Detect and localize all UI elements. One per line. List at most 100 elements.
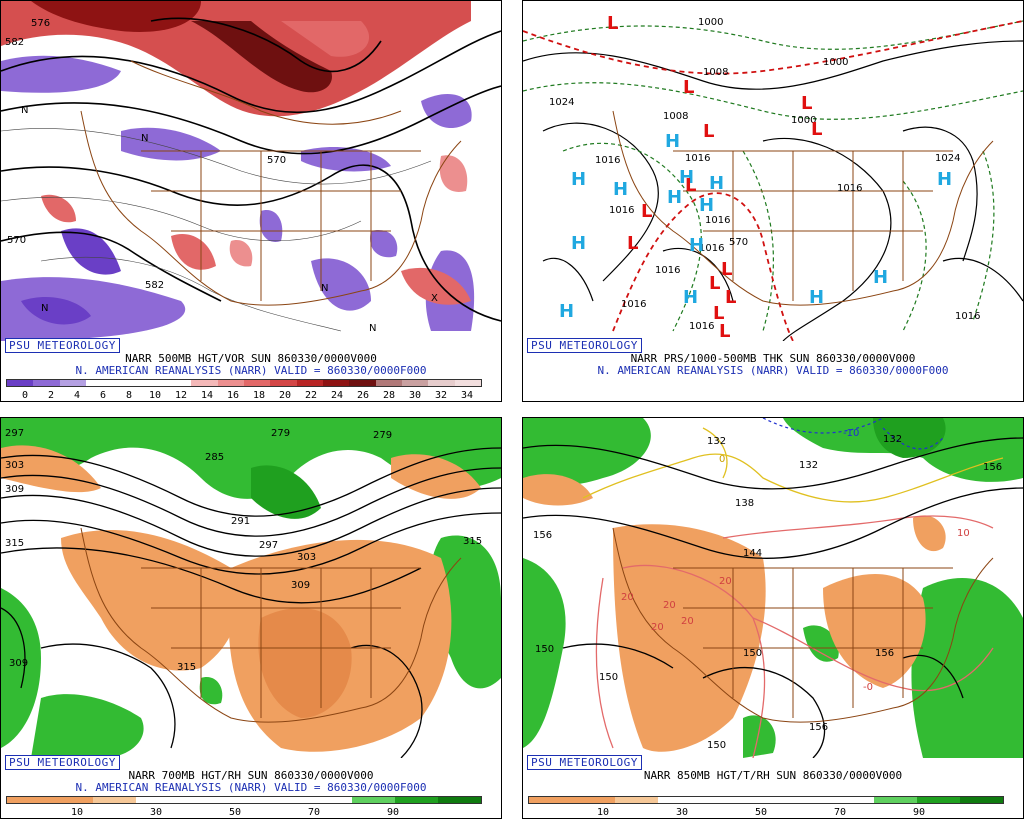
colorbar-swatch xyxy=(93,797,137,803)
map-valid-caption: N. AMERICAN REANALYSIS (NARR) VALID = 86… xyxy=(75,781,427,794)
rh-colorbar xyxy=(6,796,482,804)
contour-label: 315 xyxy=(463,536,482,547)
contour-label: 132 xyxy=(883,434,902,445)
contour-label: 150 xyxy=(707,740,726,751)
temperature-label: 20 xyxy=(663,600,676,611)
vorticity-marker: N xyxy=(321,283,328,294)
colorbar-swatch xyxy=(308,797,352,803)
colorbar-tick-label: 34 xyxy=(460,390,474,401)
high-pressure-marker: H xyxy=(665,131,680,152)
colorbar-tick-label: 8 xyxy=(125,390,133,401)
contour-label: 315 xyxy=(177,662,196,673)
thickness-label: 570 xyxy=(729,237,748,248)
isobar-label: 1000 xyxy=(698,17,723,28)
high-pressure-marker: H xyxy=(699,195,714,216)
temperature-label: -10 xyxy=(843,428,859,439)
contour-label: 303 xyxy=(297,552,316,563)
colorbar-tick-label: 10 xyxy=(70,807,84,818)
contour-label: 144 xyxy=(743,548,762,559)
temperature-label: -0 xyxy=(863,682,873,693)
vorticity-marker: N xyxy=(41,303,48,314)
colorbar-tick-label: 50 xyxy=(228,807,242,818)
colorbar-swatch xyxy=(572,797,616,803)
low-pressure-marker: L xyxy=(811,119,822,140)
contour-label: 279 xyxy=(373,430,392,441)
colorbar-tick-label: 32 xyxy=(434,390,448,401)
colorbar-swatch xyxy=(179,797,223,803)
colorbar-swatch xyxy=(296,380,323,386)
temperature-label: 20 xyxy=(719,576,732,587)
colorbar-swatch xyxy=(615,797,659,803)
contour-label: 132 xyxy=(799,460,818,471)
low-pressure-marker: L xyxy=(641,201,652,222)
colorbar-swatch xyxy=(270,380,297,386)
temperature-label: 20 xyxy=(651,622,664,633)
isobar-label: 1008 xyxy=(703,67,728,78)
panel-850mb-t-rh: 132 -10 132 0 132 138 156 10 144 20 20 2… xyxy=(522,417,1024,819)
contour-label: 309 xyxy=(291,580,310,591)
contour-label: 150 xyxy=(599,672,618,683)
colorbar-tick-label: 90 xyxy=(912,807,926,818)
colorbar-swatch xyxy=(959,797,1004,803)
psu-meteorology-badge: PSU METEOROLOGY xyxy=(5,755,120,770)
psu-meteorology-badge: PSU METEOROLOGY xyxy=(527,755,642,770)
isobar-label: 1008 xyxy=(663,111,688,122)
low-pressure-marker: L xyxy=(725,287,736,308)
colorbar-ticks: 10 30 50 70 90 xyxy=(6,807,482,818)
contour-label: 285 xyxy=(205,452,224,463)
isobar-label: 1016 xyxy=(705,215,730,226)
colorbar-swatch xyxy=(529,797,573,803)
map-caption: NARR 850MB HGT/T/RH SUN 860330/0000V000 xyxy=(643,769,903,782)
contour-label: 132 xyxy=(707,436,726,447)
colorbar-swatch xyxy=(394,797,438,803)
map-valid-caption: N. AMERICAN REANALYSIS (NARR) VALID = 86… xyxy=(75,364,427,377)
colorbar-swatch xyxy=(701,797,745,803)
colorbar-ticks: 10 30 50 70 90 xyxy=(528,807,1004,818)
contour-label: 156 xyxy=(983,462,1002,473)
contour-label: 297 xyxy=(5,428,24,439)
contour-label: 570 xyxy=(7,235,26,246)
colorbar-tick-label: 28 xyxy=(382,390,396,401)
rh700-map: 297 279 279 303 285 309 291 315 297 303 … xyxy=(1,418,501,758)
temperature-label: 20 xyxy=(681,616,694,627)
contour-label: 279 xyxy=(271,428,290,439)
high-pressure-marker: H xyxy=(709,173,724,194)
colorbar-tick-label: 4 xyxy=(73,390,81,401)
colorbar-tick-label: 50 xyxy=(754,807,768,818)
high-pressure-marker: H xyxy=(667,187,682,208)
contour-label: 309 xyxy=(9,658,28,669)
colorbar-swatch xyxy=(658,797,702,803)
colorbar-tick-label: 90 xyxy=(386,807,400,818)
low-pressure-marker: L xyxy=(713,303,724,324)
colorbar-swatch xyxy=(830,797,874,803)
isobar-label: 1016 xyxy=(609,205,634,216)
isobar-label: 1016 xyxy=(837,183,862,194)
contour-label: 150 xyxy=(535,644,554,655)
high-pressure-marker: H xyxy=(613,179,628,200)
isobar-label: 1024 xyxy=(935,153,960,164)
high-pressure-marker: H xyxy=(559,301,574,322)
panel-pressure-thickness: 1000 1008 1000 1024 1008 1000 1016 1016 … xyxy=(522,0,1024,402)
contour-label: 150 xyxy=(743,648,762,659)
vorticity-marker: N xyxy=(141,133,148,144)
isobar-label: 1016 xyxy=(685,153,710,164)
contour-label: 303 xyxy=(5,460,24,471)
low-pressure-marker: L xyxy=(719,321,730,341)
colorbar-swatch xyxy=(136,797,180,803)
isobar-label: 1016 xyxy=(689,321,714,332)
low-pressure-marker: L xyxy=(721,259,732,280)
low-pressure-marker: L xyxy=(685,175,696,196)
colorbar-swatch xyxy=(349,380,376,386)
colorbar-tick-label: 70 xyxy=(307,807,321,818)
colorbar-swatch xyxy=(50,797,94,803)
temperature-label: 0 xyxy=(719,454,725,465)
colorbar-ticks: 0 2 4 6 8 10 12 14 16 18 20 22 24 26 28 30 32 34 xyxy=(6,390,482,401)
colorbar-swatch xyxy=(138,380,165,386)
map-caption: NARR 500MB HGT/VOR SUN 860330/0000V000 xyxy=(125,352,377,365)
high-pressure-marker: H xyxy=(937,169,952,190)
colorbar-swatch xyxy=(217,380,244,386)
high-pressure-marker: H xyxy=(683,287,698,308)
colorbar-tick-label: 70 xyxy=(833,807,847,818)
colorbar-swatch xyxy=(112,380,139,386)
colorbar-swatch xyxy=(265,797,309,803)
